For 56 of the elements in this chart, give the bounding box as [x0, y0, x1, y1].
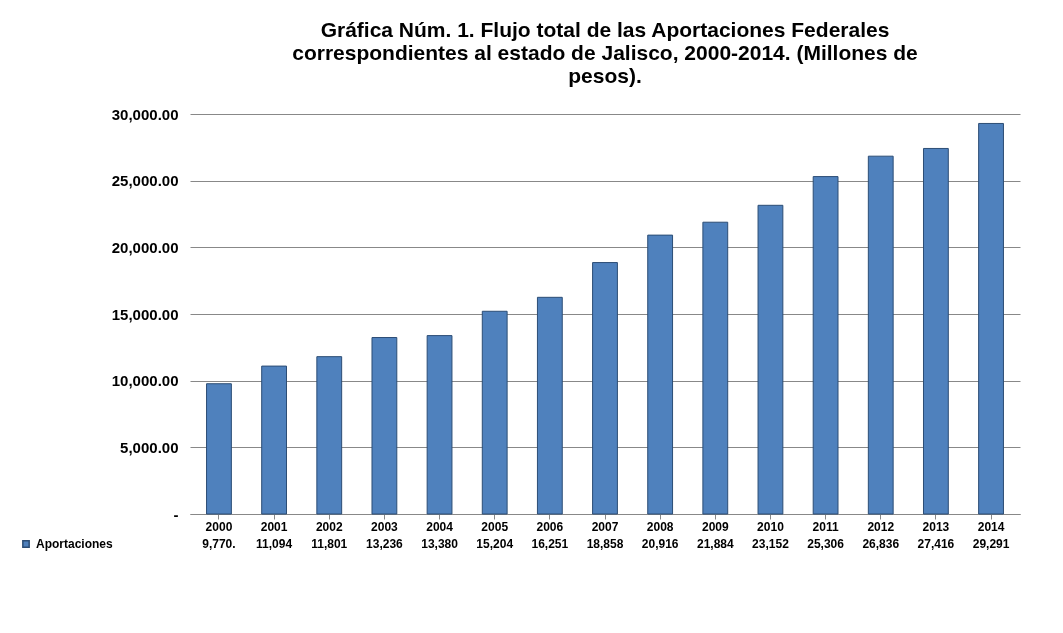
- y-tick-label: -: [173, 505, 179, 523]
- data-label: 16,251: [531, 537, 569, 551]
- x-tick-label: 2013: [922, 519, 950, 534]
- bar: [316, 356, 343, 515]
- x-tick-label: 2007: [591, 519, 619, 534]
- bar: [867, 155, 894, 515]
- data-label: 26,836: [862, 537, 900, 551]
- bar: [592, 262, 618, 515]
- x-tick-label: 2005: [481, 519, 509, 534]
- bar: [426, 335, 453, 515]
- bar: [647, 234, 674, 515]
- data-label: 20,916: [641, 537, 679, 551]
- x-tick-label: 2008: [646, 519, 674, 534]
- y-tick-label: 5,000.00: [120, 438, 179, 456]
- data-label: 13,236: [366, 537, 404, 551]
- data-label: 23,152: [752, 537, 790, 551]
- bar: [757, 204, 784, 515]
- y-tick-label: 25,000.00: [111, 172, 179, 190]
- y-tick-label: 30,000.00: [111, 105, 179, 123]
- x-tick-label: 2011: [812, 519, 839, 534]
- x-tick-label: 2000: [205, 519, 233, 534]
- data-label: 13,380: [421, 537, 459, 551]
- data-label: 18,858: [586, 537, 624, 551]
- x-tick-label: 2002: [315, 519, 343, 534]
- y-tick-label: 10,000.00: [111, 372, 179, 390]
- x-tick-label: 2001: [260, 519, 288, 534]
- data-label: 11,801: [311, 537, 348, 551]
- x-tick-label: 2009: [701, 519, 729, 534]
- text: correspondientes al estado de Jalisco, 2000-2014. (Millones de: [292, 41, 918, 64]
- bar: [481, 310, 508, 515]
- bar: [922, 147, 949, 515]
- bar: [978, 122, 1004, 515]
- x-tick-label: 2014: [977, 519, 1005, 534]
- bar: [702, 221, 729, 515]
- bar: [371, 337, 398, 515]
- bar: [536, 296, 563, 515]
- data-label: 27,416: [917, 537, 955, 551]
- data-label: 15,204: [476, 537, 514, 551]
- x-tick-label: 2006: [536, 519, 564, 534]
- text: pesos).: [568, 64, 642, 87]
- legend-label: Aportaciones: [36, 537, 114, 551]
- text: Gráfica Núm. 1. Flujo total de las Aportaciones Federales: [320, 18, 890, 41]
- bar: [261, 365, 288, 515]
- data-label: 29,291: [972, 537, 1010, 551]
- y-tick-label: 20,000.00: [111, 238, 179, 256]
- data-label: 21,884: [696, 537, 734, 551]
- data-label: 25,306: [807, 537, 845, 551]
- y-tick-label: 15,000.00: [111, 305, 179, 323]
- x-tick-label: 2012: [867, 519, 895, 534]
- x-tick-label: 2003: [371, 519, 399, 534]
- x-tick-label: 2004: [426, 519, 454, 534]
- bar: [812, 176, 839, 515]
- bar: [206, 383, 232, 515]
- x-tick-label: 2010: [757, 519, 785, 534]
- data-label: 11,094: [256, 537, 293, 551]
- data-label: 9,770.: [202, 537, 236, 551]
